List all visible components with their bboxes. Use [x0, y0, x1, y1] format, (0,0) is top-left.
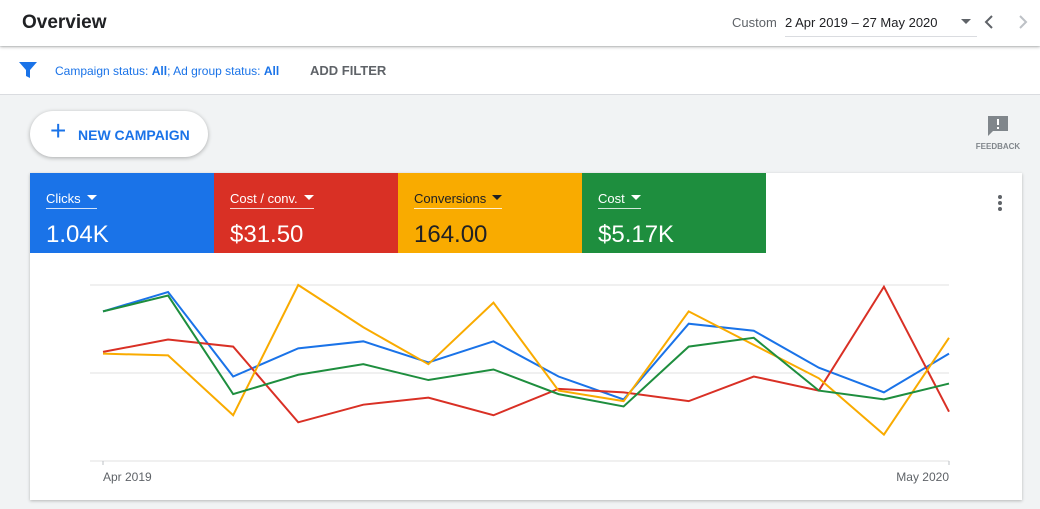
nav-arrows[interactable] — [982, 12, 1032, 32]
metric-tab[interactable]: Cost $5.17K — [582, 173, 766, 253]
line-chart: Apr 2019 May 2020 — [90, 283, 950, 484]
more-menu[interactable] — [998, 195, 1002, 211]
series-line — [102, 290, 950, 401]
metric-name: Clicks — [46, 191, 97, 209]
series-line — [102, 283, 950, 437]
metric-total: 164.00 — [414, 221, 488, 248]
x-tick-label: May 2020 — [896, 470, 949, 484]
series-line — [102, 284, 950, 424]
filter-icon — [19, 62, 37, 78]
plus-icon: + — [50, 115, 67, 146]
filter-summary[interactable]: Campaign status: All; Ad group status: A… — [55, 64, 279, 78]
filter-value: All — [263, 64, 280, 78]
x-tick-label: Apr 2019 — [103, 470, 152, 484]
filter-value: All — [151, 64, 168, 78]
feedback-label: FEEDBACK — [975, 142, 1021, 151]
header: Overview Custom 2 Apr 2019 – 27 May 2020 — [0, 0, 1040, 46]
date-range: 2 Apr 2019 – 27 May 2020 — [785, 15, 938, 30]
range-label: Custom — [732, 15, 777, 30]
metric-name: Cost — [598, 191, 641, 209]
chart-card: Clicks 1.04K Cost / conv. $31.50 Conversions… — [30, 173, 1022, 500]
metric-total: $5.17K — [598, 221, 675, 248]
feedback-icon — [988, 116, 1008, 136]
prev-arrow[interactable] — [984, 15, 993, 29]
metric-tab[interactable]: Conversions 164.00 — [398, 173, 582, 253]
button-label: NEW CAMPAIGN — [78, 127, 190, 143]
metric-total: $31.50 — [230, 221, 304, 248]
metric-total: 1.04K — [46, 221, 109, 248]
metric-tab[interactable]: Cost / conv. $31.50 — [214, 173, 398, 253]
filter-label: ; Ad group status: — [167, 64, 261, 78]
metric-name: Cost / conv. — [230, 191, 314, 209]
next-arrow[interactable] — [1019, 15, 1028, 29]
filter-bar: Campaign status: All; Ad group status: A… — [0, 47, 1040, 95]
metric-name: Conversions — [414, 191, 503, 209]
feedback-button[interactable]: FEEDBACK — [972, 115, 1024, 155]
filter-label: Campaign status: — [55, 64, 149, 78]
dropdown-arrow — [961, 19, 971, 29]
metric-tab[interactable]: Clicks 1.04K — [30, 173, 214, 253]
new-campaign-button[interactable]: + NEW CAMPAIGN — [30, 111, 208, 157]
add-filter[interactable]: ADD FILTER — [310, 63, 387, 78]
page-title: Overview — [22, 12, 107, 33]
date-picker[interactable]: 2 Apr 2019 – 27 May 2020 — [785, 8, 977, 37]
series-line — [102, 294, 950, 408]
